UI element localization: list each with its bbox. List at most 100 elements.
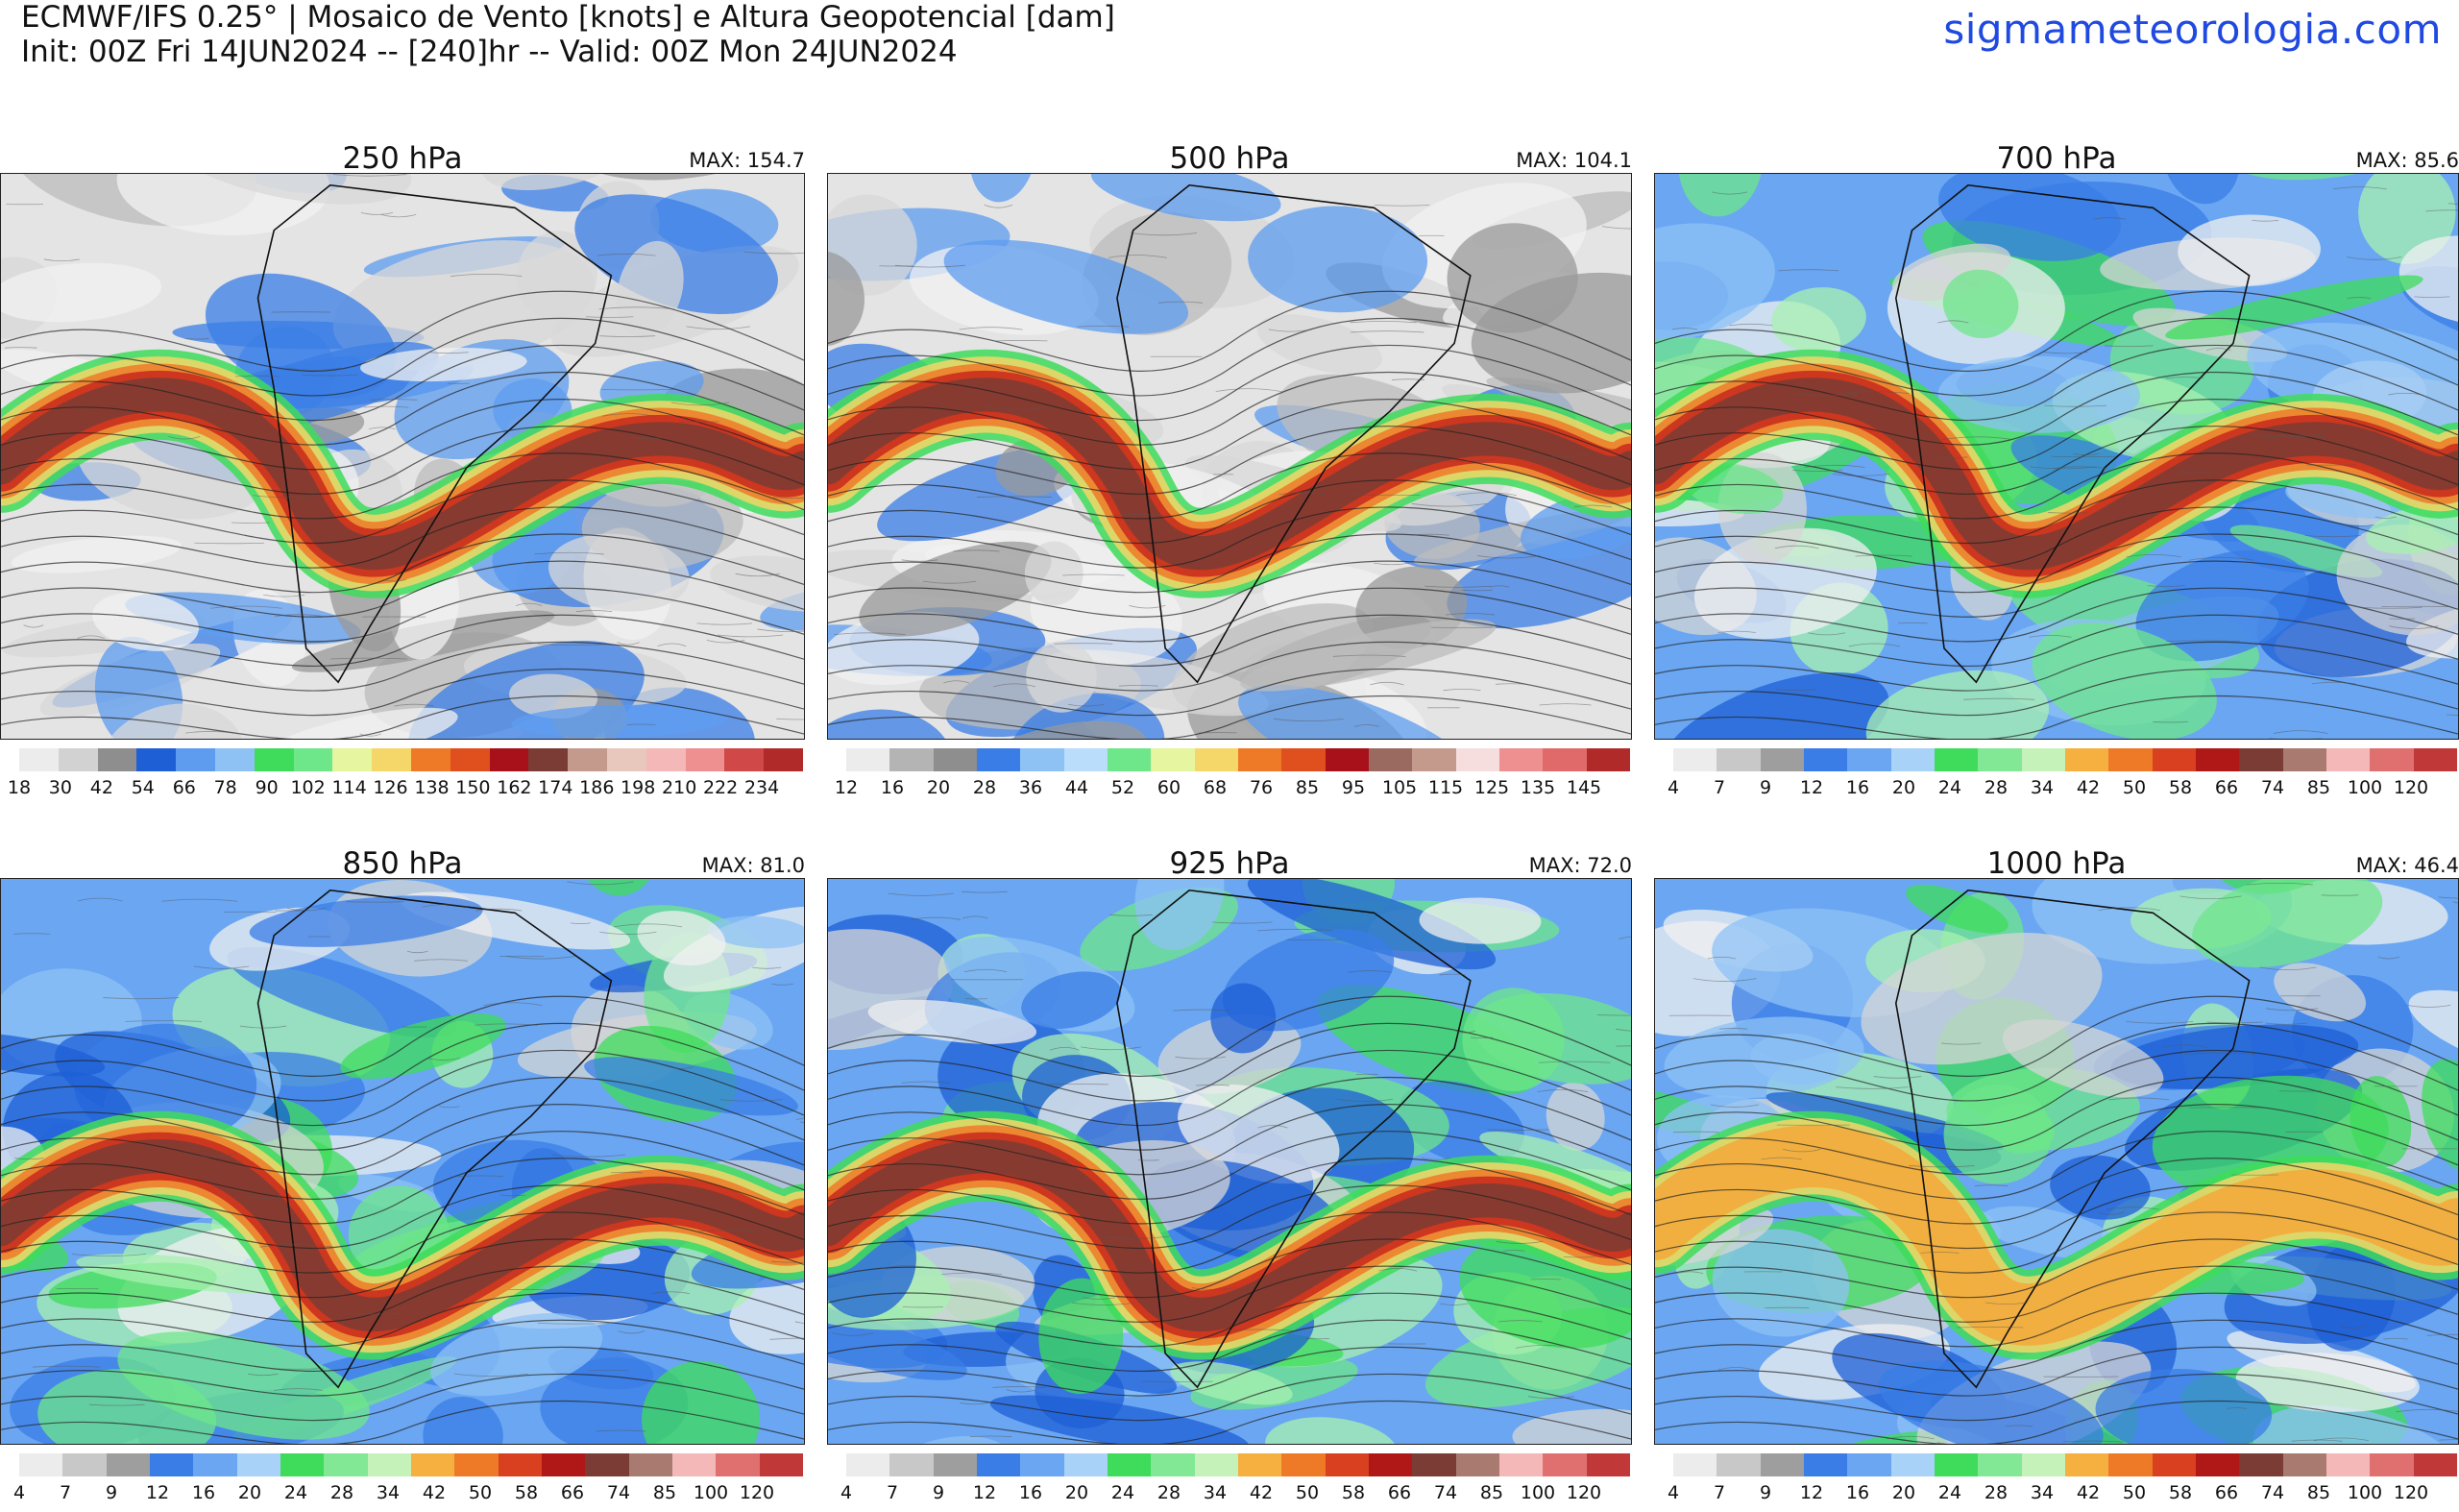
colorbar-swatch	[106, 1453, 150, 1476]
colorbar-swatch	[2195, 748, 2240, 771]
colorbar-ticks: 12 16 20 28 36 44 52 60 68 76 85 95 105 115 125 135 145	[835, 777, 1630, 800]
map-area	[0, 878, 805, 1445]
colorbar-swatch	[1498, 748, 1544, 771]
colorbar-swatch	[2239, 748, 2283, 771]
colorbar-swatch	[97, 748, 137, 771]
colorbar-swatch	[498, 1453, 542, 1476]
colorbar-swatch	[933, 1453, 977, 1476]
wind-speed-map	[1655, 174, 2458, 739]
colorbar-swatch	[1020, 748, 1064, 771]
colorbar-swatch	[716, 1453, 760, 1476]
colorbar-tick-label: 50	[1295, 1482, 1320, 1503]
colorbar-tick-label: 85	[652, 1482, 677, 1503]
map-area	[1654, 878, 2459, 1445]
colorbar-tick-label: 16	[1018, 1482, 1043, 1503]
colorbar-tick-label: 66	[1387, 1482, 1412, 1503]
map-panel-925-hpa: 925 hPa MAX: 72.0 4 7 9 12 16 20 24 28 34 42 50 58 66 7…	[827, 849, 1632, 1512]
colorbar-tick-label: 74	[2260, 1482, 2285, 1503]
colorbar-swatch	[764, 748, 803, 771]
colorbar-tick-label: 85	[1295, 777, 1320, 798]
map-panel-250-hpa: 250 hPa MAX: 154.7 18 30 42 54 66 78 90 102 114 126…	[0, 144, 805, 807]
colorbar-tick-label: 52	[1110, 777, 1135, 798]
brand-link[interactable]: sigmameteorologia.com	[1943, 6, 2442, 53]
colorbar-tick-label: 95	[1341, 777, 1366, 798]
colorbar-tick-label: 7	[886, 1482, 899, 1503]
colorbar-swatch	[1803, 1453, 1848, 1476]
colorbar-tick-label: 9	[1759, 777, 1772, 798]
colorbar-swatch	[1586, 748, 1630, 771]
colorbar-tick-label: 125	[1473, 777, 1510, 798]
colorbar-swatch	[1760, 748, 1804, 771]
colorbar-tick-label: 24	[283, 1482, 308, 1503]
colorbar-tick-label: 115	[1427, 777, 1464, 798]
colorbar-swatch	[628, 1453, 672, 1476]
colorbar-tick-label: 85	[1479, 1482, 1504, 1503]
colorbar-tick-label: 126	[373, 777, 408, 798]
colorbar-swatch	[541, 1453, 586, 1476]
colorbar-swatch	[1063, 748, 1108, 771]
colorbar-swatch	[1498, 1453, 1544, 1476]
colorbar	[846, 748, 1630, 771]
colorbar-swatch	[1368, 1453, 1413, 1476]
colorbar-ticks: 4 7 9 12 16 20 24 28 34 42 50 58 66 74 85 100 120	[840, 1482, 1630, 1505]
colorbar-swatch	[149, 1453, 194, 1476]
colorbar-swatch	[2370, 748, 2414, 771]
colorbar-tick-label: 174	[538, 777, 573, 798]
colorbar-swatch	[2325, 1453, 2371, 1476]
colorbar-swatch	[1194, 748, 1238, 771]
colorbar-tick-label: 28	[329, 1482, 354, 1503]
colorbar-tick-label: 42	[89, 777, 113, 798]
panel-level-title: 250 hPa	[342, 141, 463, 176]
map-area	[827, 173, 1632, 740]
colorbar-tick-label: 120	[739, 1482, 775, 1503]
colorbar-swatch	[724, 748, 765, 771]
colorbar-tick-label: 44	[1064, 777, 1089, 798]
colorbar-tick-label: 58	[2168, 777, 2193, 798]
colorbar-swatch	[2152, 1453, 2196, 1476]
continent-outline	[1894, 183, 2251, 684]
colorbar-swatch	[1934, 748, 1979, 771]
colorbar-swatch	[1412, 748, 1456, 771]
colorbar-swatch	[58, 748, 98, 771]
colorbar-tick-label: 20	[926, 777, 951, 798]
colorbar-swatch	[2021, 1453, 2065, 1476]
colorbar-tick-label: 30	[48, 777, 72, 798]
colorbar-tick-label: 198	[621, 777, 656, 798]
init-valid-line: Init: 00Z Fri 14JUN2024 -- [240]hr -- Va…	[21, 35, 958, 69]
colorbar-tick-label: 145	[1566, 777, 1602, 798]
continent-outline	[1116, 183, 1472, 684]
map-panel-500-hpa: 500 hPa MAX: 104.1 12 16 20 28 36 44 52 60 68 76 85 9…	[827, 144, 1632, 807]
wind-speed-map	[828, 879, 1631, 1444]
colorbar-tick-label: 100	[2347, 777, 2383, 798]
colorbar-tick-label: 74	[2260, 777, 2285, 798]
colorbar	[846, 1453, 1630, 1476]
colorbar-tick-label: 9	[1759, 1482, 1772, 1503]
colorbar-swatch	[1281, 1453, 1326, 1476]
map-panel-1000-hpa: 1000 hPa MAX: 46.4 4 7 9 12 16 20 24 28 34 42 50 58 66…	[1654, 849, 2459, 1512]
colorbar-swatch	[2064, 748, 2109, 771]
colorbar-swatch	[585, 1453, 629, 1476]
colorbar-tick-label: 16	[191, 1482, 216, 1503]
colorbar-swatch	[976, 1453, 1021, 1476]
colorbar-swatch	[1673, 1453, 1717, 1476]
colorbar-tick-label: 18	[7, 777, 32, 798]
colorbar-tick-label: 36	[1018, 777, 1043, 798]
colorbar-swatch	[2325, 748, 2371, 771]
colorbar-tick-label: 150	[455, 777, 491, 798]
colorbar-tick-label: 4	[12, 1482, 26, 1503]
colorbar-tick-label: 16	[1845, 1482, 1870, 1503]
colorbar-swatch	[1151, 1453, 1195, 1476]
colorbar-swatch	[671, 1453, 717, 1476]
colorbar-tick-label: 66	[172, 777, 196, 798]
colorbar-swatch	[1237, 1453, 1282, 1476]
colorbar-tick-label: 20	[1891, 1482, 1916, 1503]
colorbar-tick-label: 58	[514, 1482, 539, 1503]
colorbar-swatch	[1934, 1453, 1979, 1476]
colorbar-tick-label: 34	[1203, 1482, 1228, 1503]
colorbar-swatch	[759, 1453, 803, 1476]
colorbar	[19, 748, 803, 771]
colorbar-swatch	[976, 748, 1021, 771]
colorbar-tick-label: 9	[105, 1482, 118, 1503]
colorbar-tick-label: 4	[1667, 777, 1680, 798]
continent-outline	[256, 183, 613, 684]
